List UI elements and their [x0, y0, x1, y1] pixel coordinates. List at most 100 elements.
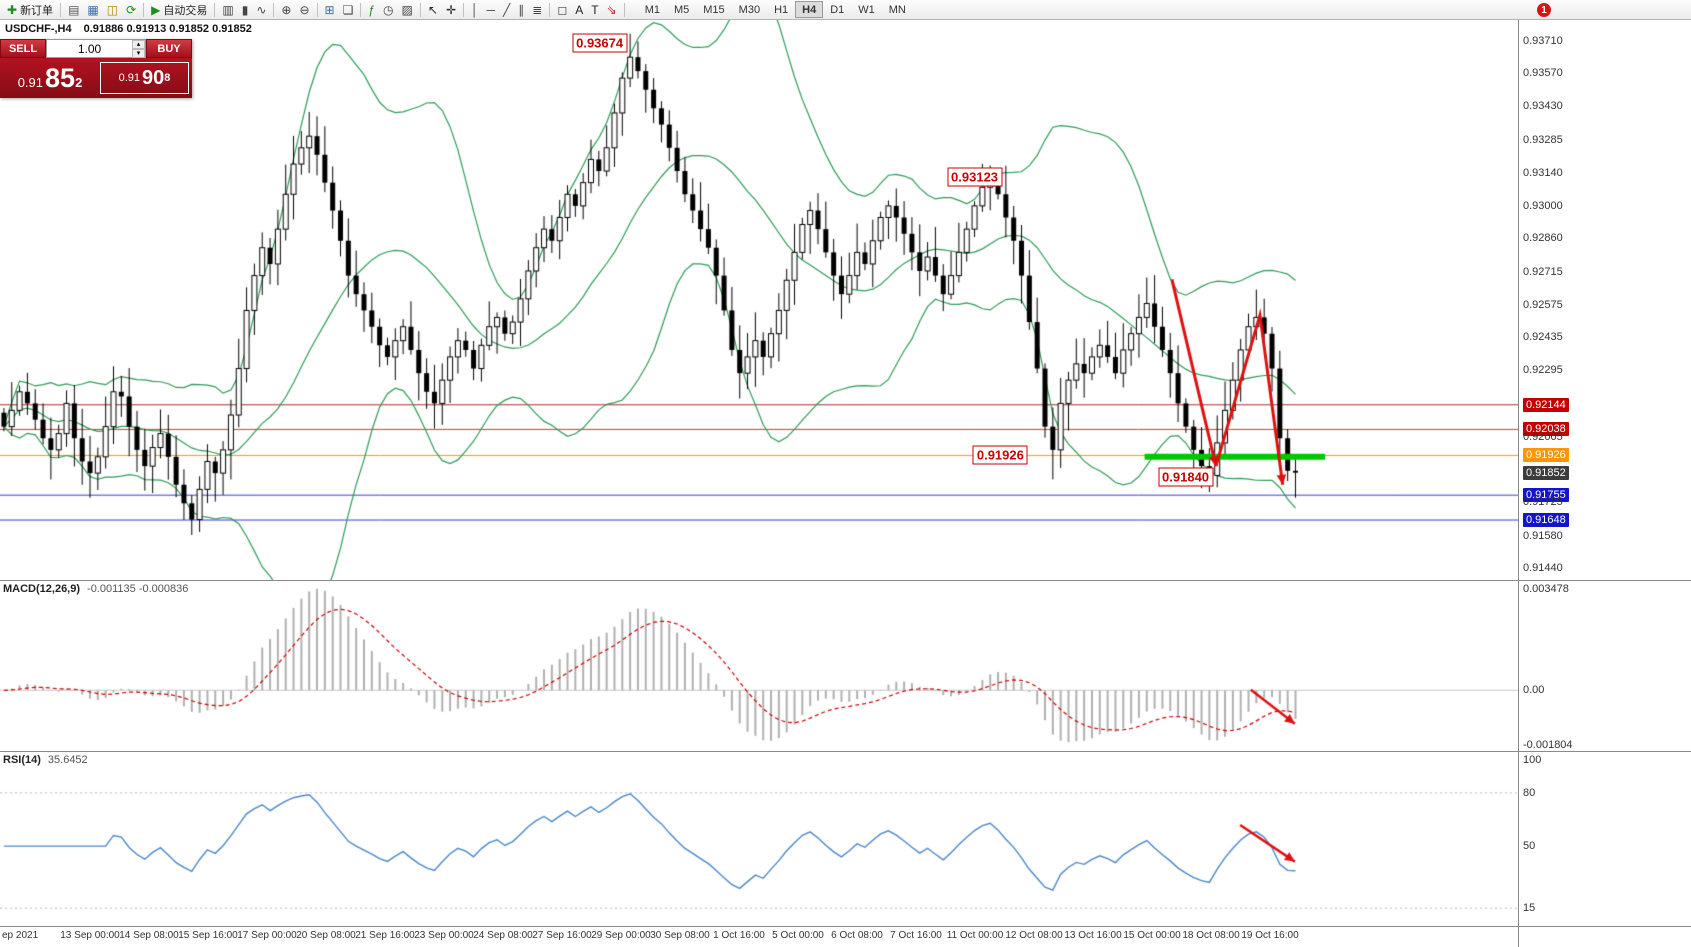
- label-button[interactable]: T: [587, 1, 602, 19]
- cascade-windows-button[interactable]: ❏: [339, 1, 358, 19]
- rsi-axis-label: 100: [1523, 754, 1542, 766]
- lot-decrease-button[interactable]: ▾: [132, 49, 145, 58]
- candlestick-button[interactable]: ▮: [238, 1, 253, 19]
- refresh-icon: ⟳: [126, 2, 137, 17]
- zoom-out-icon: ⊖: [299, 2, 310, 17]
- time-axis-label: 23 Sep 00:00: [414, 930, 474, 941]
- rsi-panel: RSI(14) 35.6452: [0, 752, 1518, 926]
- price-axis-label: 0.92295: [1523, 363, 1563, 376]
- toolbar-separator: [360, 2, 362, 17]
- autotrade-button[interactable]: ▶ 自动交易: [147, 1, 211, 19]
- crosshair-button[interactable]: ✛: [442, 1, 460, 19]
- zoom-in-button[interactable]: ⊕: [277, 1, 295, 19]
- timeframe-h1-button[interactable]: H1: [767, 1, 795, 18]
- price-axis-label: 0.92715: [1523, 266, 1563, 279]
- templates-button[interactable]: ▨: [398, 1, 417, 19]
- channel-icon: ∥: [518, 2, 525, 17]
- panel-divider[interactable]: [0, 926, 1691, 927]
- autotrade-label: 自动交易: [163, 4, 208, 17]
- hline-button[interactable]: ─: [483, 1, 500, 19]
- macd-canvas[interactable]: [0, 581, 1518, 751]
- trendline-icon: ╱: [503, 2, 511, 17]
- time-axis-label: 21 Sep 16:00: [355, 930, 415, 941]
- price-axis-label: 0.92038: [1523, 422, 1569, 437]
- panel-divider[interactable]: [0, 580, 1691, 581]
- time-axis-row: ep 2021 13 Sep 00:00 14 Sep 08:00 15 Sep 16…: [0, 927, 1691, 947]
- lot-size-input[interactable]: [47, 40, 132, 57]
- price-axis-label: 0.91926: [1523, 448, 1569, 463]
- sell-price[interactable]: 0.91 85 2: [0, 63, 100, 94]
- time-axis-label: 15 Oct 00:00: [1123, 930, 1181, 941]
- timeframe-m15-button[interactable]: M15: [696, 1, 731, 18]
- shapes-button[interactable]: ◻: [553, 1, 571, 19]
- buy-price-pips: 90: [142, 66, 165, 89]
- rsi-axis-label: 80: [1523, 786, 1536, 799]
- time-axis-label: 27 Sep 16:00: [532, 930, 592, 941]
- periods-icon: ◷: [383, 2, 394, 17]
- time-axis-label: 14 Sep 08:00: [119, 930, 179, 941]
- notification-badge[interactable]: 1: [1537, 3, 1551, 17]
- timeframe-m30-button[interactable]: M30: [732, 1, 767, 18]
- channel-button[interactable]: ∥: [514, 1, 528, 19]
- tile-windows-button[interactable]: ⊞: [321, 1, 339, 19]
- price-axis-label: 0.92575: [1523, 298, 1563, 311]
- price-axis-label: 0.92144: [1523, 397, 1569, 412]
- sell-price-pips: 85: [45, 62, 76, 93]
- label-icon: T: [591, 2, 599, 17]
- time-axis-label: ep 2021: [2, 930, 39, 941]
- price-axis-label: 0.93285: [1523, 133, 1563, 146]
- rsi-axis-label: 15: [1523, 902, 1536, 915]
- time-axis: ep 2021 13 Sep 00:00 14 Sep 08:00 15 Sep 16…: [0, 927, 1518, 947]
- time-axis-label: 13 Sep 00:00: [60, 930, 120, 941]
- buy-button[interactable]: BUY: [146, 39, 192, 58]
- cursor-button[interactable]: ↖: [424, 1, 442, 19]
- periods-button[interactable]: ◷: [379, 1, 397, 19]
- time-axis-label: 29 Sep 00:00: [591, 930, 651, 941]
- vline-button[interactable]: │: [467, 1, 483, 19]
- rsi-value: 35.6452: [47, 754, 88, 766]
- timeframe-d1-button[interactable]: D1: [823, 1, 851, 18]
- zoom-in-icon: ⊕: [281, 2, 292, 17]
- fibonacci-icon: ≣: [532, 2, 543, 17]
- timeframe-m5-button[interactable]: M5: [667, 1, 696, 18]
- new-order-button[interactable]: ✚ 新订单: [3, 1, 57, 19]
- timeframe-mn-button[interactable]: MN: [882, 1, 913, 18]
- toolbar-separator: [419, 2, 421, 17]
- indicators-button[interactable]: ƒ: [364, 1, 379, 19]
- trendline-button[interactable]: ╱: [499, 1, 514, 19]
- toolbar-separator: [623, 2, 625, 17]
- timeframe-m1-button[interactable]: M1: [638, 1, 667, 18]
- rsi-canvas[interactable]: [0, 752, 1518, 926]
- price-axis-label: 0.92435: [1523, 331, 1563, 344]
- panel-divider[interactable]: [0, 751, 1691, 752]
- profiles-button[interactable]: ▦: [83, 1, 102, 19]
- time-axis-label: 19 Oct 16:00: [1241, 930, 1299, 941]
- macd-axis-label: 0.003478: [1523, 583, 1569, 595]
- bar-chart-button[interactable]: ▥: [218, 1, 237, 19]
- zoom-out-button[interactable]: ⊖: [295, 1, 313, 19]
- toolbar-separator: [143, 2, 145, 17]
- charts-button[interactable]: ▤: [64, 1, 83, 19]
- macd-axis-label: 0.00: [1523, 684, 1545, 697]
- time-axis-label: 18 Oct 08:00: [1182, 930, 1240, 941]
- refresh-button[interactable]: ⟳: [122, 1, 140, 19]
- fibonacci-button[interactable]: ≣: [528, 1, 546, 19]
- sell-button[interactable]: SELL: [0, 39, 46, 58]
- lot-increase-button[interactable]: ▴: [132, 40, 145, 49]
- timeframe-h4-button[interactable]: H4: [795, 1, 824, 18]
- toolbar-separator: [316, 2, 318, 17]
- buy-price[interactable]: 0.91 90 8: [100, 62, 189, 94]
- lot-size-control: ▴ ▾: [46, 39, 146, 58]
- toolbar-buttons: ✚ 新订单 ▤ ▦ ◫ ⟳ ▶ 自动交易 ▥ ▮ ∿ ⊕ ⊖ ⊞ ❏ ƒ ◷ ▨ ↖ ✛ │ ─ ╱ ∥ ≣ ◻ A T ⇘: [3, 0, 628, 19]
- arrows-button[interactable]: ⇘: [603, 1, 621, 19]
- vline-icon: │: [471, 2, 479, 17]
- buy-price-prefix: 0.91: [118, 72, 141, 84]
- macd-axis: 0.003478 0.00 -0.001804: [1518, 581, 1691, 751]
- text-button[interactable]: A: [571, 1, 587, 19]
- timeframe-w1-button[interactable]: W1: [851, 1, 882, 18]
- price-chart-canvas[interactable]: [0, 20, 1518, 580]
- line-chart-button[interactable]: ∿: [252, 1, 270, 19]
- chart-header: USDCHF-,H4 0.91886 0.91913 0.91852 0.918…: [5, 23, 252, 35]
- market-watch-button[interactable]: ◫: [103, 1, 122, 19]
- price-axis-label: 0.92860: [1523, 232, 1563, 245]
